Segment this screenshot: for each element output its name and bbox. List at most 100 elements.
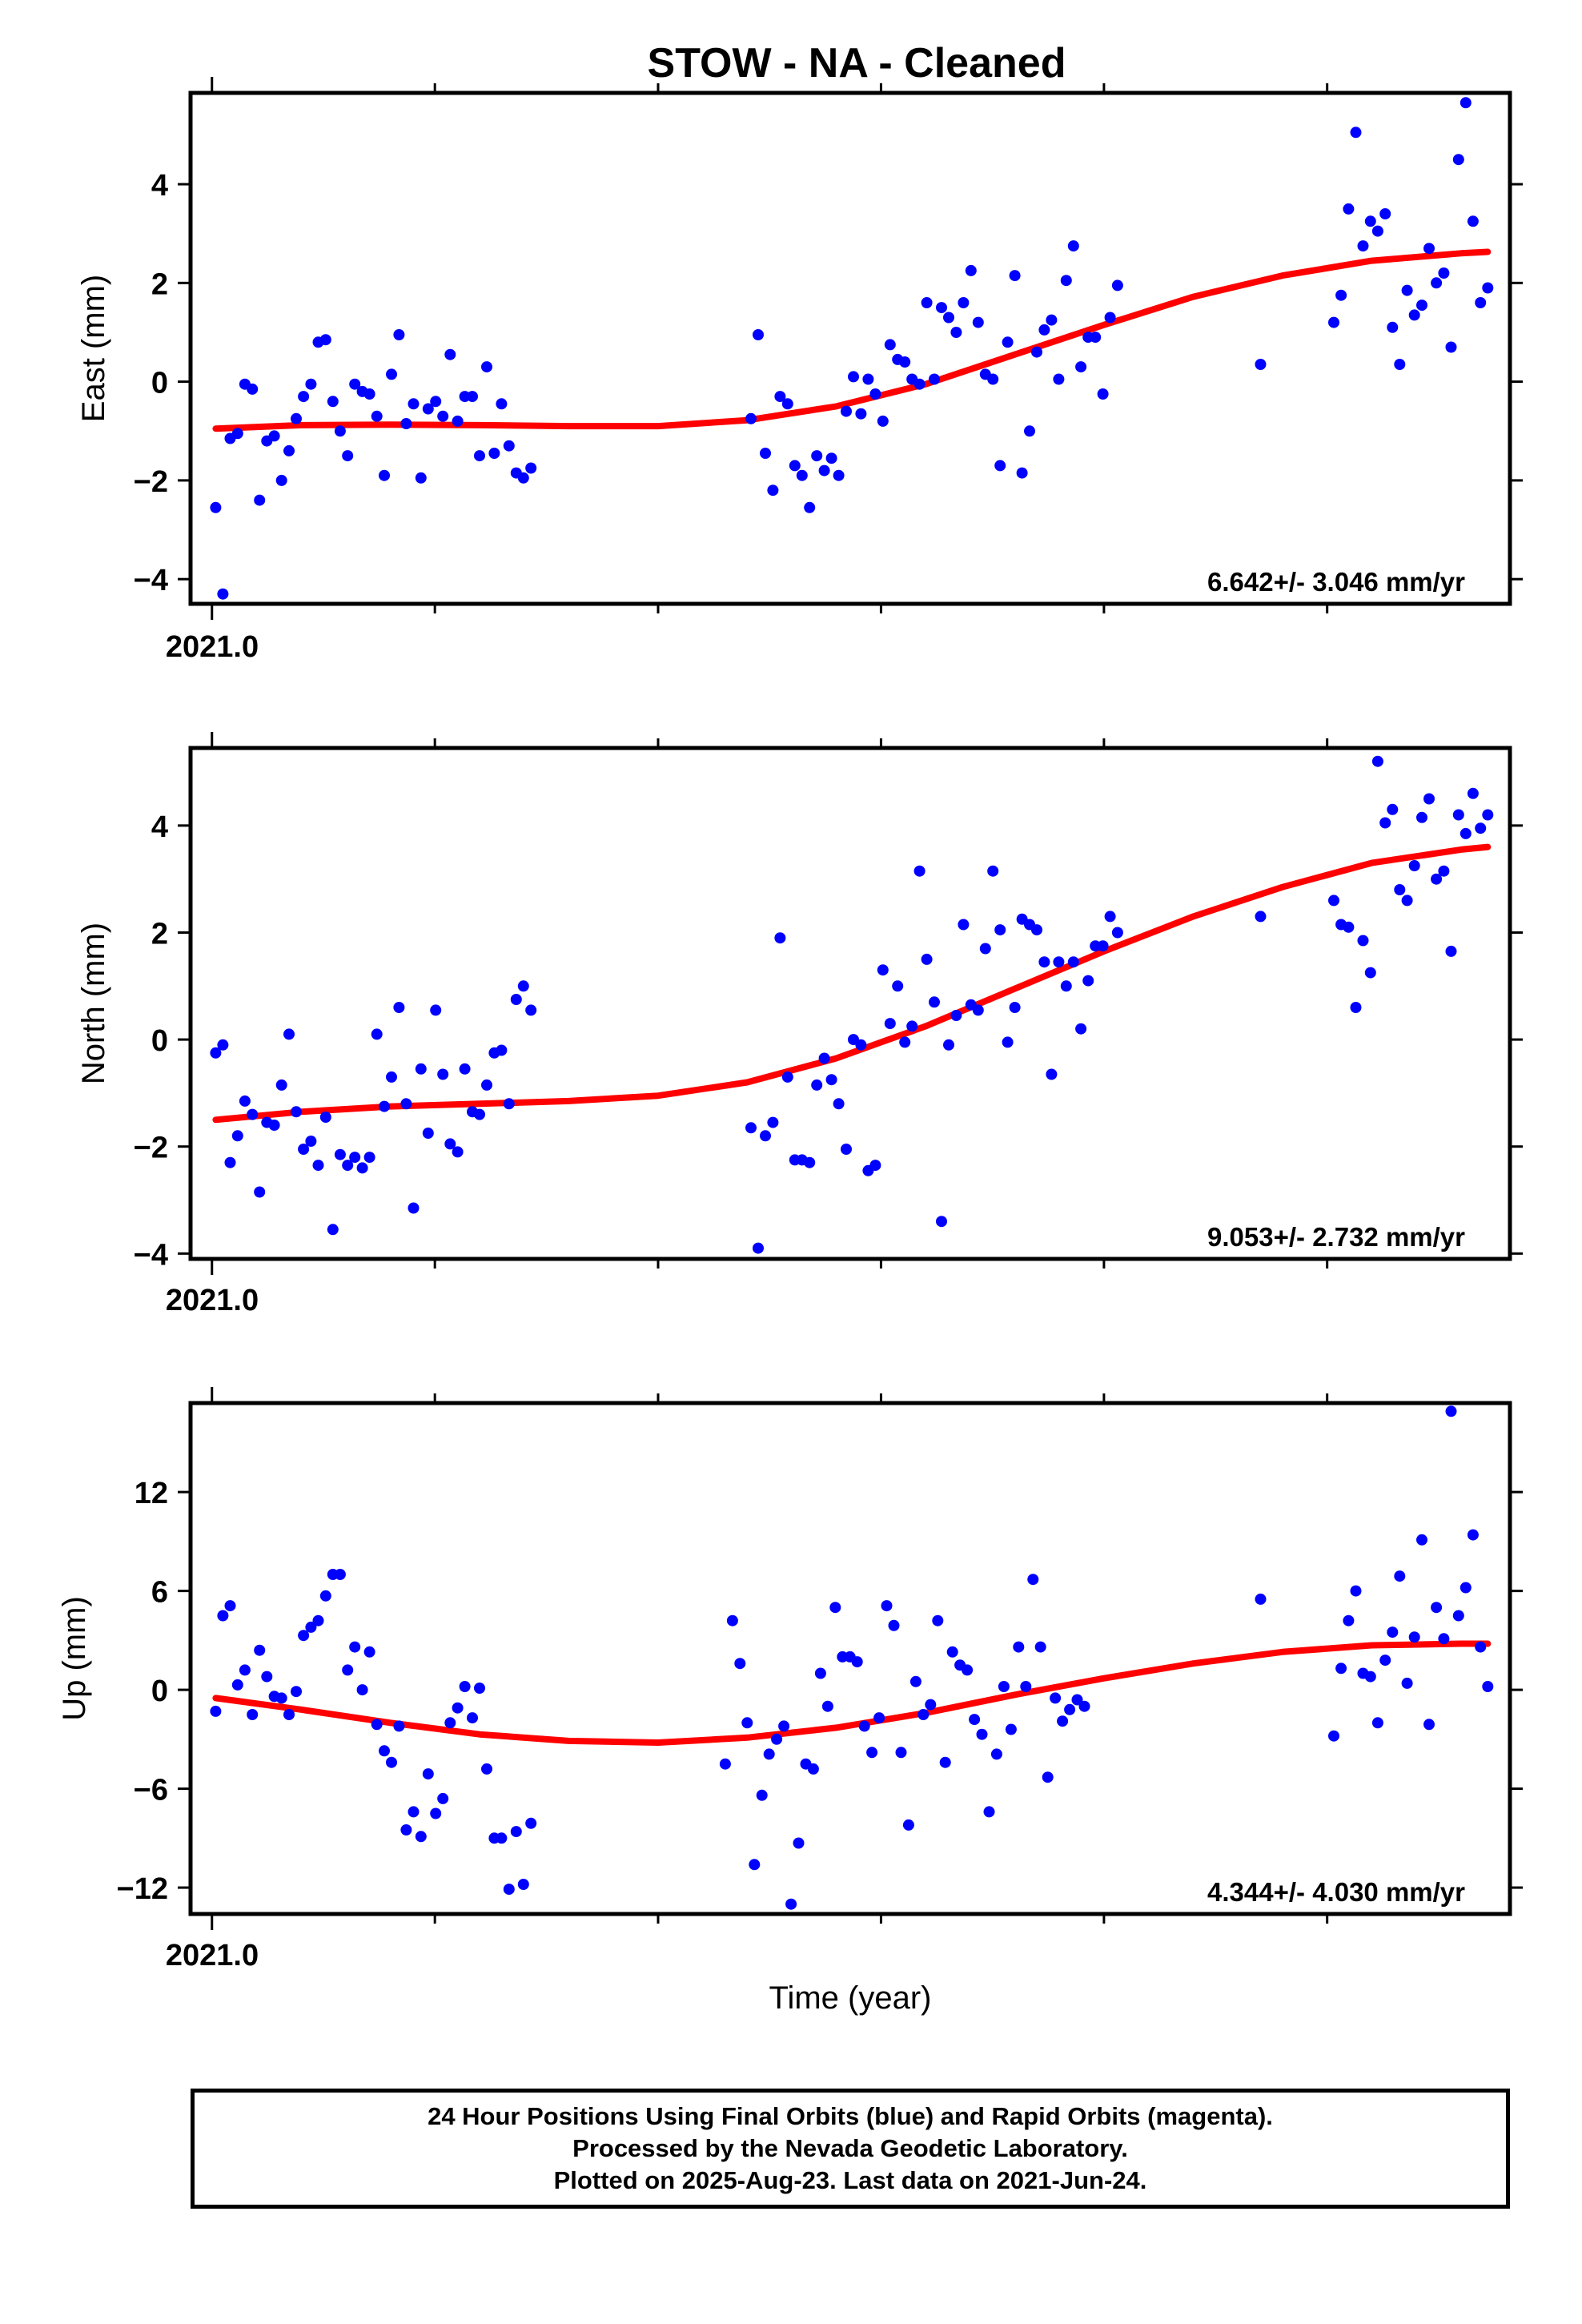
- velocity-label: 4.344+/- 4.030 mm/yr: [1207, 1877, 1465, 1907]
- data-point: [467, 391, 478, 403]
- data-point: [950, 1010, 962, 1021]
- data-point: [305, 1136, 317, 1147]
- data-point: [217, 588, 229, 600]
- data-point: [342, 1664, 354, 1676]
- data-point: [517, 472, 529, 484]
- data-point: [283, 1709, 295, 1720]
- data-point: [496, 1044, 508, 1056]
- chart-title: STOW - NA - Cleaned: [648, 40, 1066, 86]
- data-point: [884, 1018, 896, 1030]
- y-tick-label: 6: [151, 1576, 168, 1610]
- data-point: [1431, 277, 1443, 289]
- data-point: [459, 1681, 471, 1692]
- data-point: [726, 1614, 738, 1626]
- data-point: [525, 1817, 537, 1829]
- data-point: [415, 1831, 427, 1843]
- data-point: [517, 1879, 529, 1890]
- data-point: [1020, 1681, 1032, 1692]
- data-point: [855, 1039, 867, 1051]
- data-point: [1071, 1694, 1083, 1706]
- data-point: [829, 1602, 841, 1614]
- data-point: [1034, 1641, 1046, 1653]
- data-point: [1379, 817, 1391, 829]
- data-point: [298, 1144, 310, 1155]
- data-point: [386, 1756, 397, 1768]
- data-point: [1423, 1719, 1435, 1731]
- data-point: [1328, 316, 1339, 328]
- data-point: [275, 1079, 287, 1091]
- y-tick-label: −2: [134, 465, 168, 499]
- data-point: [1097, 940, 1109, 952]
- data-point: [1024, 425, 1035, 437]
- data-point: [833, 469, 845, 481]
- y-tick-label: −12: [117, 1872, 168, 1906]
- data-point: [517, 980, 529, 992]
- data-point: [298, 1630, 310, 1642]
- data-point: [1060, 980, 1072, 992]
- data-point: [913, 378, 926, 390]
- data-point: [386, 368, 397, 380]
- data-point: [1343, 1614, 1355, 1626]
- data-point: [1467, 787, 1479, 799]
- data-point: [400, 1824, 412, 1835]
- data-point: [1416, 300, 1427, 312]
- data-point: [283, 1028, 295, 1040]
- data-point: [231, 1679, 243, 1691]
- data-point: [510, 1826, 522, 1838]
- data-point: [749, 1859, 761, 1871]
- data-point: [979, 943, 991, 955]
- data-point: [1009, 1002, 1021, 1013]
- data-point: [929, 996, 940, 1008]
- data-point: [393, 1720, 405, 1732]
- caption-box: 24 Hour Positions Using Final Orbits (bl…: [191, 2089, 1510, 2209]
- data-point: [422, 403, 434, 415]
- data-point: [1482, 809, 1494, 821]
- data-point: [917, 1709, 930, 1720]
- data-point: [994, 924, 1006, 936]
- data-point: [1350, 127, 1362, 139]
- data-point: [862, 373, 874, 385]
- data-point: [474, 1108, 485, 1120]
- data-point: [371, 410, 383, 422]
- data-point: [1078, 1700, 1090, 1712]
- data-point: [1060, 275, 1072, 287]
- data-point: [1364, 1671, 1376, 1683]
- y-tick-label: 12: [135, 1477, 168, 1510]
- data-point: [231, 428, 243, 440]
- data-point: [1350, 1585, 1362, 1597]
- data-point: [319, 1590, 331, 1602]
- data-point: [1328, 895, 1339, 907]
- y-tick-label: 4: [151, 169, 168, 203]
- data-point: [1394, 1570, 1406, 1582]
- data-point: [858, 1720, 870, 1732]
- data-point: [298, 391, 310, 403]
- data-point: [1431, 873, 1443, 885]
- data-point: [356, 1162, 368, 1174]
- data-point: [1408, 1631, 1420, 1643]
- data-point: [781, 398, 793, 410]
- data-point: [1401, 1677, 1413, 1689]
- y-tick-label: 2: [151, 917, 168, 951]
- data-point: [987, 865, 999, 877]
- data-point: [1082, 975, 1094, 987]
- data-point: [496, 398, 508, 410]
- data-point: [841, 1144, 852, 1155]
- data-point: [1460, 827, 1472, 839]
- data-point: [1031, 346, 1042, 358]
- data-point: [1416, 811, 1427, 823]
- data-point: [254, 494, 266, 506]
- data-point: [1104, 312, 1116, 324]
- data-point: [254, 1186, 266, 1198]
- data-point: [873, 1712, 885, 1724]
- data-point: [767, 1116, 779, 1128]
- data-point: [312, 1160, 324, 1172]
- data-point: [1438, 865, 1450, 877]
- data-point: [1467, 1529, 1479, 1541]
- data-point: [741, 1717, 753, 1729]
- data-point: [327, 396, 339, 408]
- data-point: [467, 1712, 478, 1724]
- x-axis-label: Time (year): [769, 1980, 932, 2016]
- data-point: [1097, 388, 1109, 400]
- data-point: [1050, 1692, 1062, 1704]
